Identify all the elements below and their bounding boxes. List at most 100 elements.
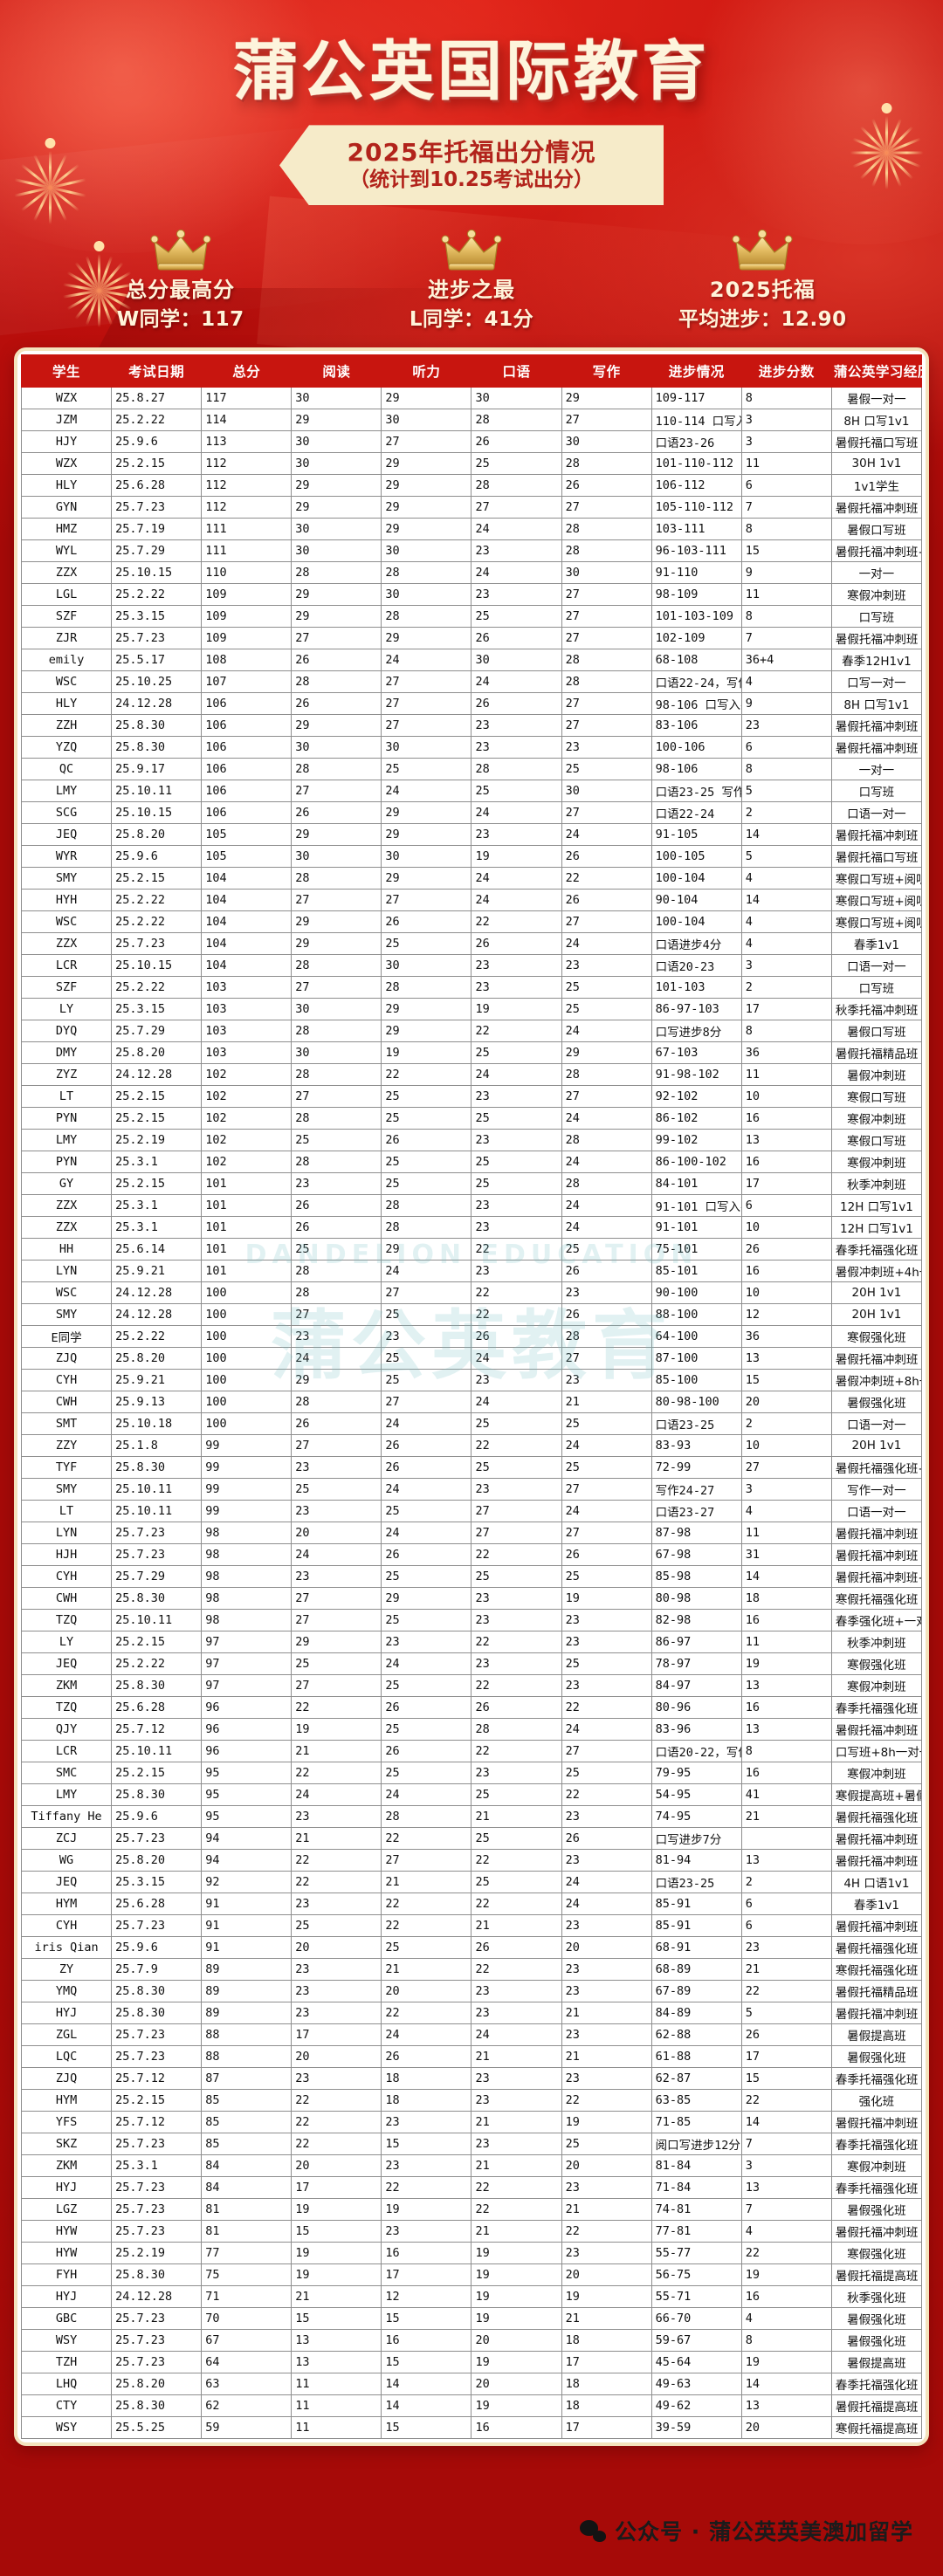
- cell-写作: 17: [561, 2350, 652, 2373]
- cell-蒲公英学习经历: 暑假强化班: [830, 2044, 923, 2068]
- cell-学生: PYN: [20, 1150, 113, 1173]
- cell-进步情况: 100-106: [650, 735, 742, 759]
- cell-考试日期: 25.2.19: [111, 2241, 203, 2264]
- cell-总分: 104: [201, 888, 293, 911]
- cell-学生: LY: [20, 997, 113, 1020]
- cell-学生: SZF: [20, 975, 113, 999]
- cell-学生: CWH: [20, 1390, 113, 1413]
- cell-总分: 62: [201, 2394, 293, 2417]
- cell-总分: 112: [201, 473, 293, 497]
- cell-口语: 22: [471, 1630, 562, 1653]
- cell-听力: 23: [381, 2154, 472, 2177]
- cell-写作: 21: [561, 2001, 652, 2024]
- cell-进步分数: 36: [740, 1041, 832, 1064]
- cell-写作: 29: [561, 386, 652, 409]
- cell-进步情况: 99-102: [650, 1128, 742, 1151]
- cell-进步情况: 91-101 口写入学20/21: [650, 1193, 742, 1217]
- column-header-9: 进步分数: [740, 354, 832, 388]
- cell-考试日期: 25.5.25: [111, 2415, 203, 2439]
- cell-蒲公英学习经历: 寒假口写班: [830, 1084, 923, 1108]
- cell-听力: 19: [381, 1041, 472, 1064]
- cell-进步分数: 11: [740, 1521, 832, 1544]
- cell-考试日期: 25.9.6: [111, 844, 203, 868]
- table-row: DMY 25.8.20 103 30 19 25 29 67-103 36 暑假托福精品班: [20, 1041, 923, 1064]
- cell-口语: 27: [471, 1521, 562, 1544]
- cell-写作: 21: [561, 2197, 652, 2221]
- cell-听力: 25: [381, 1368, 472, 1391]
- cell-蒲公英学习经历: 寒假冲刺班: [830, 1150, 923, 1173]
- cell-听力: 25: [381, 1150, 472, 1173]
- score-table: 学生 考试日期 总分 阅读 听力 口语 写作 进步情况 进步分数 蒲公英学习经历 WZX 25.8.…: [20, 354, 926, 2439]
- cell-听力: 25: [381, 1171, 472, 1195]
- cell-进步分数: 5: [740, 2001, 832, 2024]
- cell-进步情况: 109-117: [650, 386, 742, 409]
- cell-听力: 30: [381, 408, 472, 431]
- cell-写作: 28: [561, 451, 652, 475]
- cell-蒲公英学习经历: 秋季托福冲刺班: [830, 997, 923, 1020]
- cell-听力: 29: [381, 451, 472, 475]
- cell-学生: QC: [20, 757, 113, 780]
- cell-蒲公英学习经历: 口写班: [830, 779, 923, 802]
- cell-写作: 25: [561, 975, 652, 999]
- cell-进步情况: 98-109: [650, 582, 742, 606]
- cell-写作: 25: [561, 2132, 652, 2155]
- cell-阅读: 23: [291, 1979, 382, 2002]
- cell-进步分数: 9: [740, 691, 832, 715]
- cell-写作: 29: [561, 1041, 652, 1064]
- cell-口语: 23: [471, 1979, 562, 2002]
- cell-听力: 29: [381, 1237, 472, 1261]
- cell-听力: 23: [381, 1324, 472, 1348]
- table-row: LY 25.3.15 103 30 29 19 25 86-97-103 17 秋季托福冲刺班: [20, 997, 923, 1020]
- cell-写作: 24: [561, 822, 652, 846]
- cell-听力: 24: [381, 1412, 472, 1435]
- cell-阅读: 27: [291, 1673, 382, 1697]
- cell-考试日期: 25.10.11: [111, 1499, 203, 1522]
- cell-考试日期: 25.8.30: [111, 1673, 203, 1697]
- cell-学生: WSC: [20, 910, 113, 933]
- cell-总分: 113: [201, 429, 293, 453]
- subtitle-badge-wrap: 2025年托福出分情况 （统计到10.25考试出分）: [279, 125, 664, 206]
- cell-口语: 24: [471, 517, 562, 540]
- cell-进步分数: 15: [740, 1368, 832, 1391]
- cell-进步情况: 口语进步4分: [650, 931, 742, 955]
- cell-写作: 23: [561, 1979, 652, 2002]
- cell-学生: JEQ: [20, 1652, 113, 1675]
- cell-阅读: 20: [291, 1935, 382, 1959]
- cell-学生: WSY: [20, 2415, 113, 2439]
- cell-总分: 100: [201, 1368, 293, 1391]
- cell-总分: 59: [201, 2415, 293, 2439]
- cell-听力: 27: [381, 888, 472, 911]
- cell-口语: 19: [471, 2263, 562, 2286]
- cell-口语: 22: [471, 1281, 562, 1304]
- cell-蒲公英学习经历: 寒假托福提高班: [830, 2415, 923, 2439]
- cell-口语: 23: [471, 539, 562, 562]
- cell-蒲公英学习经历: 秋季冲刺班: [830, 1171, 923, 1195]
- cell-考试日期: 25.2.22: [111, 888, 203, 911]
- cell-蒲公英学习经历: 口语一对一: [830, 953, 923, 977]
- cell-总分: 95: [201, 1804, 293, 1828]
- cell-口语: 23: [471, 1193, 562, 1217]
- cell-进步情况: 68-89: [650, 1957, 742, 1981]
- cell-口语: 28: [471, 473, 562, 497]
- cell-考试日期: 25.10.11: [111, 1739, 203, 1762]
- cell-进步分数: 23: [740, 713, 832, 737]
- cell-口语: 22: [471, 1739, 562, 1762]
- cell-考试日期: 25.8.20: [111, 1041, 203, 1064]
- cell-进步情况: 91-98-102: [650, 1062, 742, 1086]
- cell-考试日期: 25.6.28: [111, 1892, 203, 1915]
- cell-阅读: 20: [291, 2044, 382, 2068]
- cell-蒲公英学习经历: 暑假托福提高班: [830, 2394, 923, 2417]
- cell-口语: 25: [471, 451, 562, 475]
- cell-听力: 27: [381, 1848, 472, 1872]
- cell-口语: 24: [471, 670, 562, 693]
- cell-口语: 21: [471, 2219, 562, 2243]
- cell-口语: 23: [471, 1477, 562, 1501]
- cell-考试日期: 25.10.15: [111, 953, 203, 977]
- cell-考试日期: 25.8.30: [111, 2001, 203, 2024]
- cell-听力: 28: [381, 1804, 472, 1828]
- cell-口语: 23: [471, 1586, 562, 1610]
- cell-写作: 23: [561, 1848, 652, 1872]
- cell-写作: 23: [561, 1673, 652, 1697]
- cell-口语: 26: [471, 691, 562, 715]
